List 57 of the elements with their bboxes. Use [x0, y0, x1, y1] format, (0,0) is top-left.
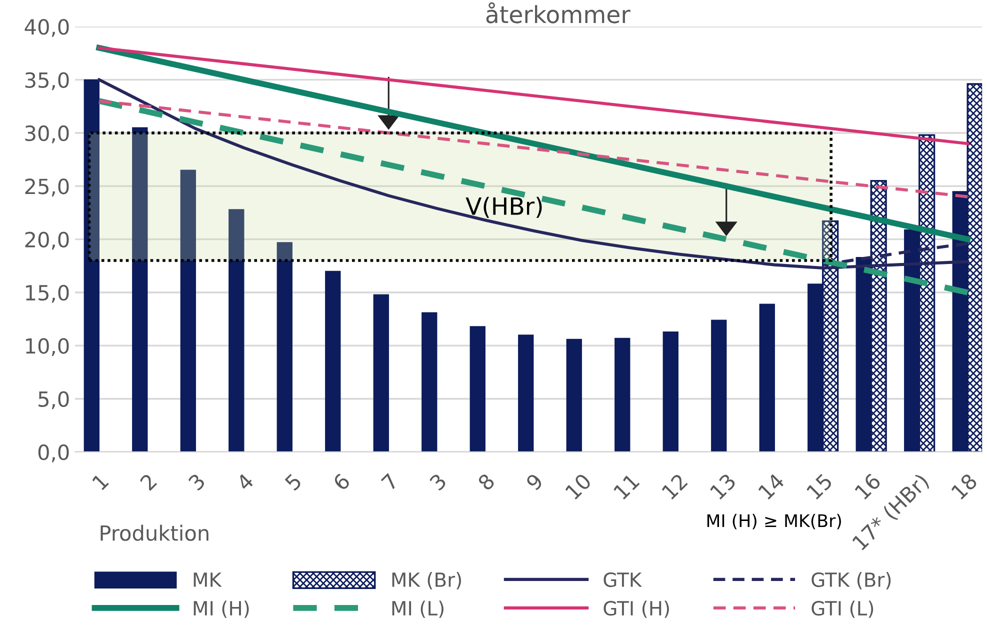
- x-tick-label: 2: [139, 473, 158, 491]
- text: Produktion: [100, 524, 208, 541]
- x-tick-label: 16: [854, 472, 882, 500]
- y-tick-label: 35,0: [25, 72, 69, 90]
- x-tick-label: 13: [709, 472, 737, 500]
- y-tick-label: 30,0: [25, 125, 69, 144]
- bar: [759, 304, 775, 452]
- y-tick-label: 5,0: [38, 391, 69, 410]
- bar: [711, 320, 727, 452]
- y-tick-label: 25,0: [25, 178, 69, 196]
- y-tick-label: 0,0: [38, 444, 69, 462]
- chart-title: återkommer: [486, 2, 630, 24]
- bar: [518, 334, 534, 452]
- legend-label: MK: [194, 572, 222, 587]
- bar: [662, 331, 678, 452]
- y-tick-label: 15,0: [26, 284, 69, 303]
- x-tick-label: 18: [950, 472, 978, 500]
- line-series: [98, 78, 970, 270]
- bar: [228, 209, 244, 452]
- x-tick-label: 14: [758, 472, 785, 500]
- bar: [373, 294, 389, 452]
- x-tick-label: 9: [525, 472, 544, 492]
- line-series: [98, 99, 970, 198]
- line-series: [98, 46, 970, 146]
- y-tick-label: 40,0: [24, 19, 69, 37]
- x-tick-label: 11: [613, 473, 640, 500]
- bar: [325, 270, 341, 452]
- x-tick-label: 3: [188, 472, 206, 492]
- legend-label: MI (L): [392, 600, 444, 618]
- bar: [470, 326, 486, 452]
- x-tick-label: 7: [380, 473, 399, 491]
- x-tick-label: 5: [284, 473, 302, 492]
- y-tick-label: 10,0: [26, 338, 69, 356]
- band-label: V(HBr): [466, 196, 542, 218]
- bar: [614, 338, 630, 452]
- x-tick-label: 4: [236, 472, 254, 492]
- legend-label: GTK: [604, 572, 642, 588]
- x-tick-label: 15: [806, 473, 833, 500]
- bar: [276, 242, 292, 452]
- text: MI (H) ≥ MK(Br): [707, 514, 841, 530]
- bar: [180, 170, 196, 452]
- y-tick-label: 20,0: [25, 232, 69, 250]
- legend-label: GTI (L): [812, 600, 874, 618]
- x-tick-label: 12: [661, 473, 688, 500]
- x-tick-label: 10: [564, 472, 592, 500]
- x-tick-label: 3: [428, 472, 448, 492]
- x-tick-label: 8: [477, 472, 496, 492]
- bar: [132, 127, 148, 452]
- legend-label: GTK (Br): [812, 572, 891, 590]
- bar: [84, 79, 100, 452]
- bar: [422, 312, 438, 452]
- x-tick-label: 6: [332, 472, 351, 492]
- x-tick-label: 1: [92, 473, 109, 490]
- bar: [566, 338, 582, 452]
- legend-label: MI (H): [194, 600, 249, 618]
- legend-label: GTI (H): [604, 600, 669, 618]
- legend-label: MK (Br): [392, 572, 461, 590]
